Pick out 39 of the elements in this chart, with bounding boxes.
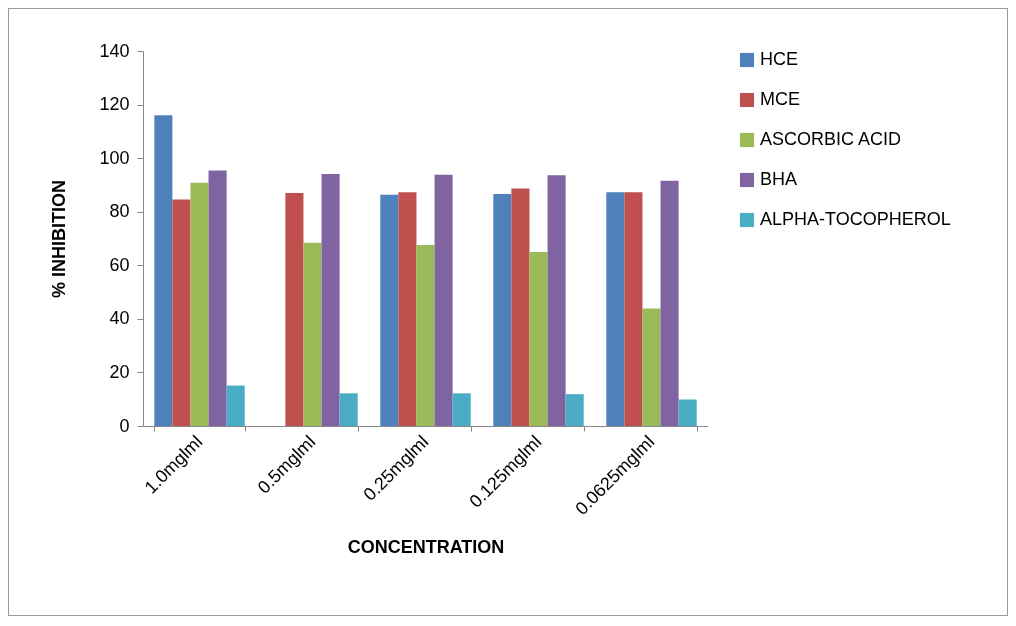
bar <box>434 174 453 426</box>
bar <box>452 393 471 426</box>
bar <box>493 194 512 426</box>
bar <box>226 385 245 426</box>
y-tick-label: 40 <box>109 308 130 329</box>
y-tick-label: 20 <box>109 361 130 382</box>
legend-label: ASCORBIC ACID <box>760 129 902 149</box>
y-tick-label: 120 <box>99 94 130 115</box>
y-tick-label: 100 <box>99 147 130 168</box>
bar <box>190 182 209 426</box>
bar <box>660 180 679 426</box>
bar <box>172 199 191 426</box>
legend-label: BHA <box>760 169 798 189</box>
bar <box>547 175 566 426</box>
bar <box>321 173 340 426</box>
bar <box>529 251 548 426</box>
bar <box>511 188 530 426</box>
y-tick-label: 0 <box>119 415 130 436</box>
bar <box>285 192 304 426</box>
bar <box>565 394 584 426</box>
x-axis-title: CONCENTRATION <box>347 536 505 557</box>
legend-label: HCE <box>760 49 799 69</box>
bar <box>606 192 625 426</box>
bar <box>642 308 661 426</box>
y-tick-label: 140 <box>99 40 130 61</box>
bar <box>398 192 417 426</box>
bar <box>154 115 173 426</box>
bar <box>624 192 643 426</box>
y-tick-label: 60 <box>109 254 130 275</box>
bar <box>208 170 227 426</box>
y-axis-title: % INHIBITION <box>49 179 70 299</box>
legend-label: ALPHA-TOCOPHEROL <box>760 209 951 229</box>
bar <box>678 399 697 426</box>
legend-label: MCE <box>760 89 800 109</box>
y-tick-label: 80 <box>109 201 130 222</box>
bar <box>380 194 399 426</box>
bar <box>303 242 322 426</box>
bar <box>339 393 358 426</box>
bar <box>416 244 435 426</box>
